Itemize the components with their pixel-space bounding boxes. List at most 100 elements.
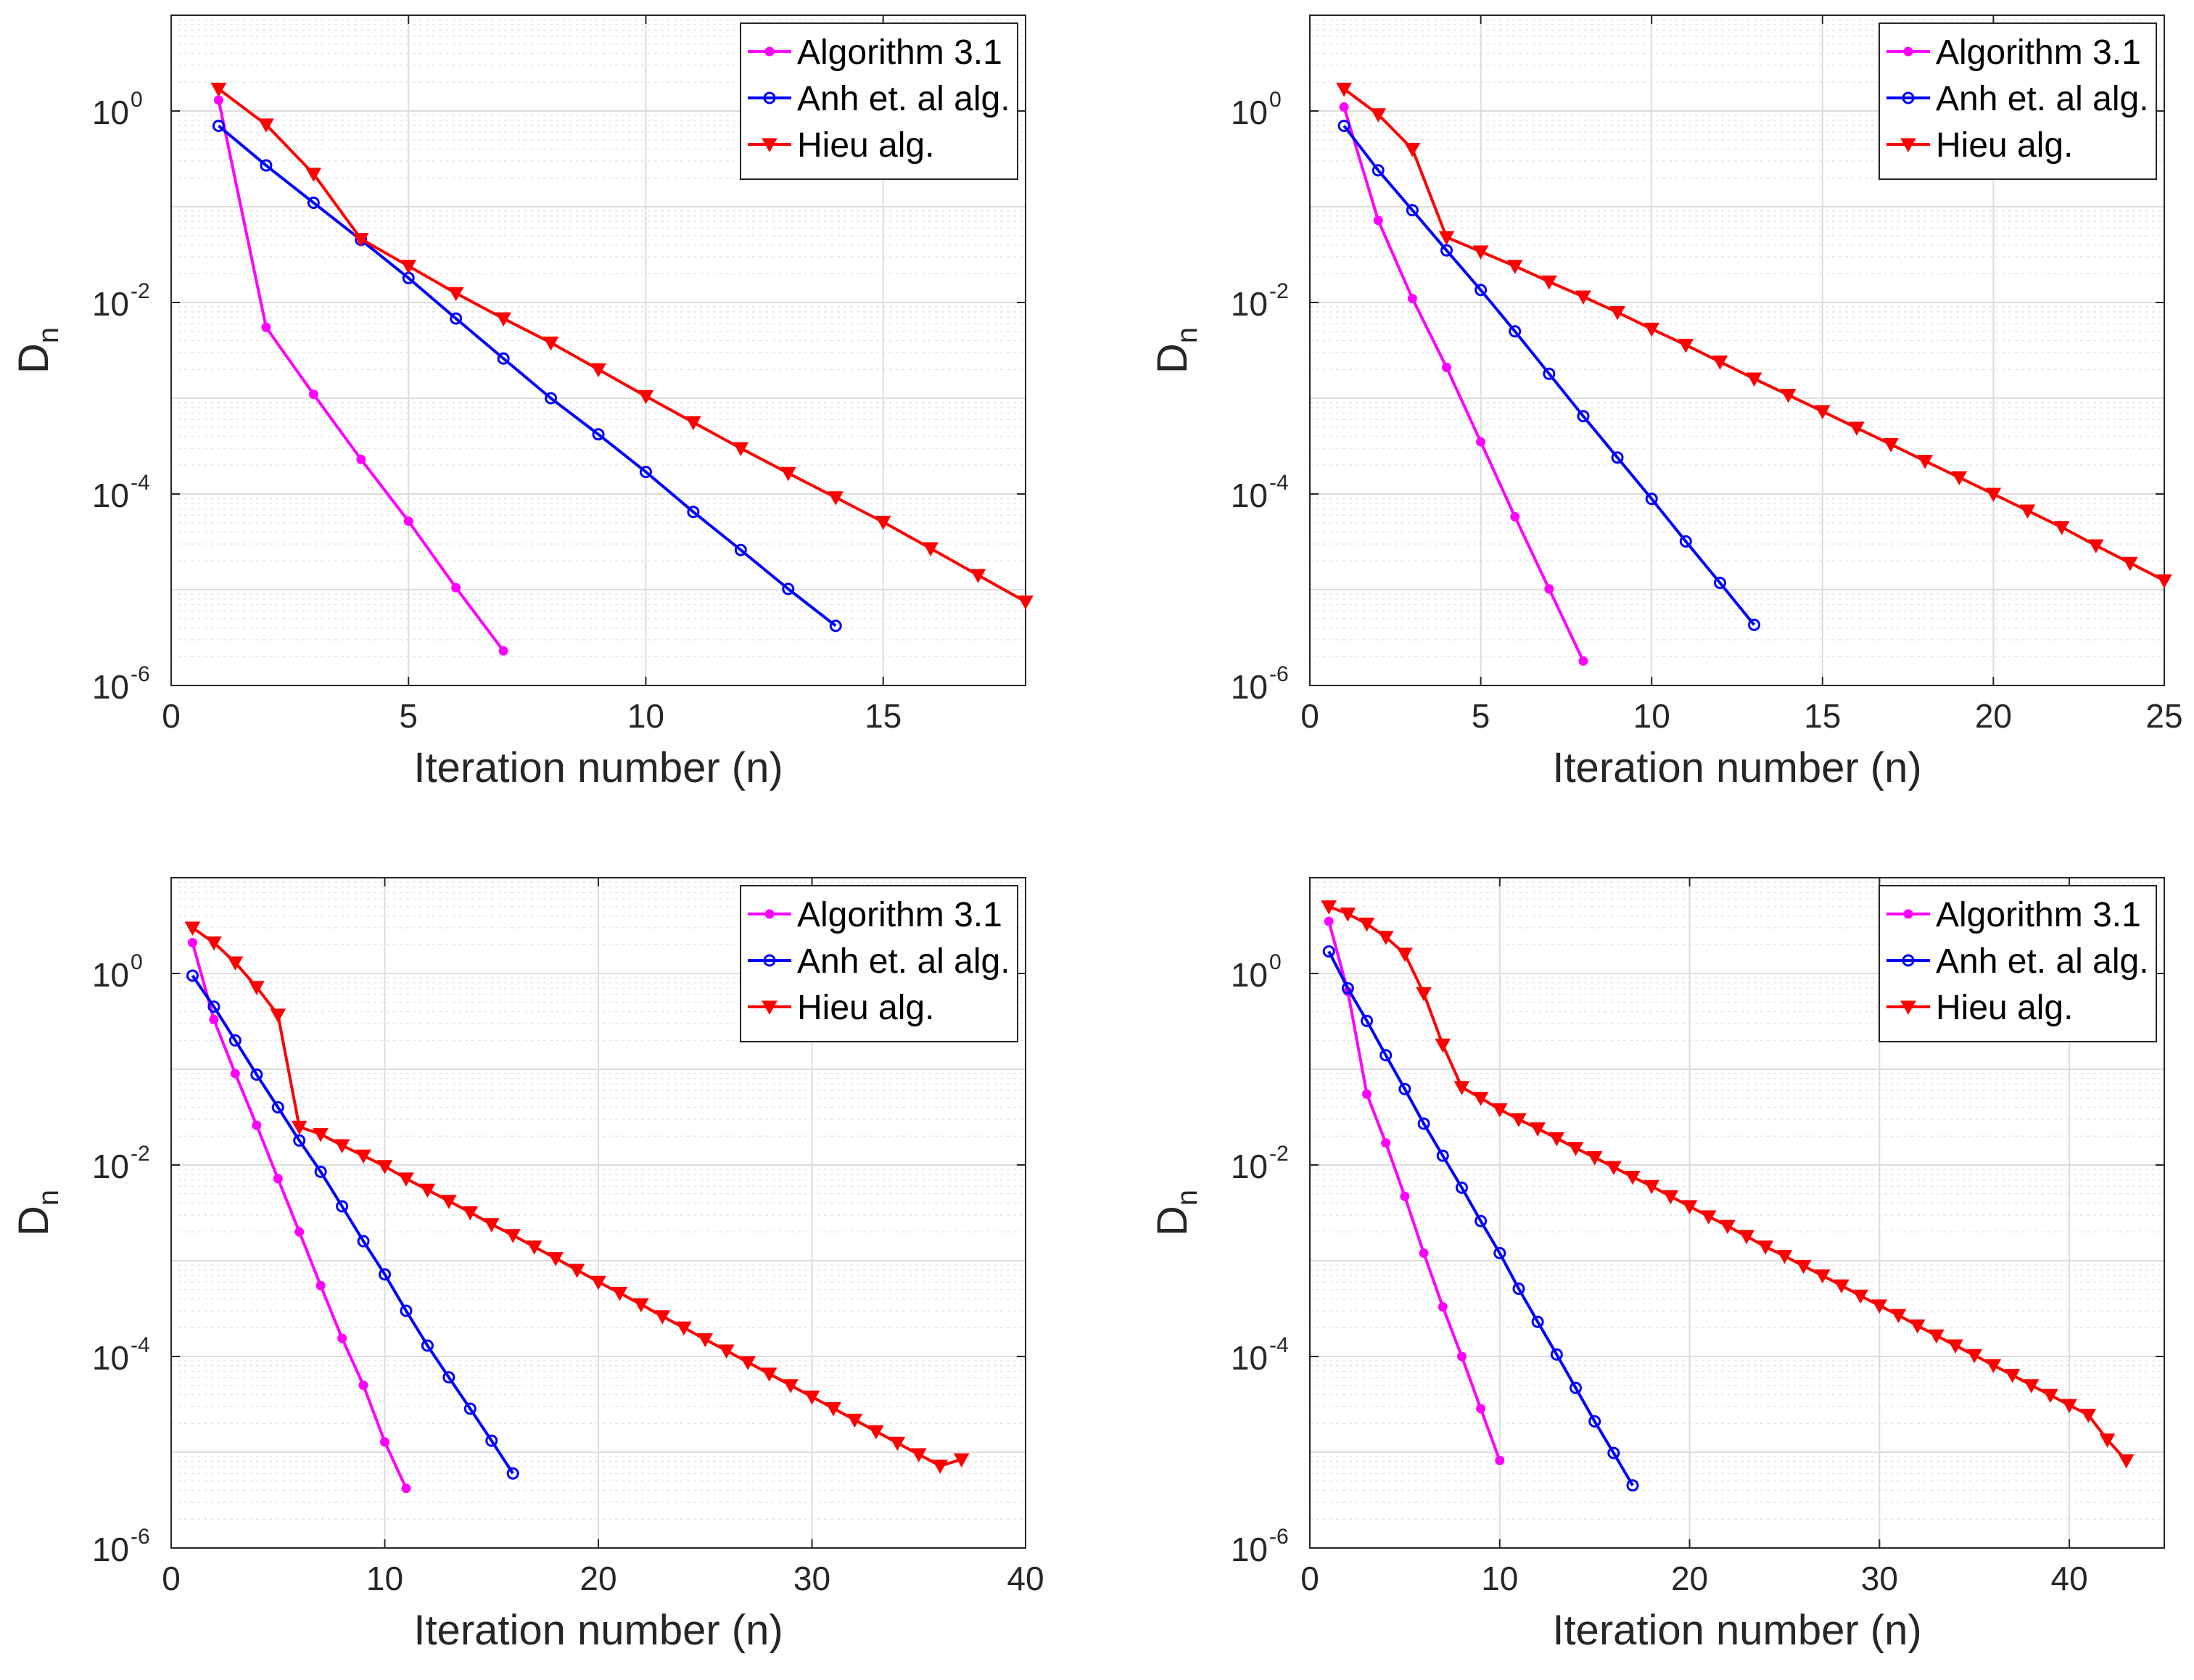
data-point (761, 1367, 778, 1382)
data-point (495, 312, 511, 327)
data-point (846, 1413, 863, 1428)
data-point (1543, 367, 1556, 380)
data-point (1985, 1359, 2002, 1374)
data-point (1605, 1161, 1622, 1175)
legend-box (740, 22, 1018, 180)
data-point (2061, 1399, 2077, 1414)
data-point (1625, 1170, 1641, 1185)
data-point (497, 352, 510, 365)
legend-entry: Algorithm 3.1 (1936, 33, 2141, 72)
data-point (213, 95, 223, 105)
data-point (1550, 1348, 1563, 1361)
axes-box (1309, 15, 2165, 686)
legend-entry: Hieu alg. (797, 126, 934, 165)
data-point (441, 1195, 457, 1209)
data-point (1609, 306, 1625, 321)
data-point (804, 1390, 820, 1405)
data-point (1491, 1103, 1508, 1118)
legend-box (740, 885, 1018, 1042)
x-tick-label: 0 (162, 1560, 181, 1597)
data-point (1018, 595, 1034, 610)
data-point (505, 1229, 521, 1243)
x-axis-label: Iteration number (n) (1552, 1607, 1921, 1654)
data-point (1436, 1149, 1449, 1162)
data-point (782, 582, 795, 596)
data-point (923, 542, 939, 557)
data-point (1453, 1081, 1470, 1095)
data-point (1358, 918, 1375, 932)
data-point (210, 83, 227, 97)
x-tick-label: 20 (580, 1560, 616, 1597)
data-point (1417, 1117, 1430, 1130)
data-point (316, 1280, 326, 1290)
data-point (526, 1240, 543, 1255)
data-point (355, 1149, 371, 1164)
data-point (403, 516, 413, 526)
data-point (638, 390, 654, 405)
data-point (910, 1448, 927, 1462)
axes-box (170, 15, 1026, 686)
data-point (1586, 1151, 1603, 1166)
legend-entry: Algorithm 3.1 (797, 33, 1002, 72)
data-point (1530, 1122, 1546, 1137)
data-point (206, 936, 222, 951)
series-line (218, 124, 837, 627)
legend-marker (762, 1000, 778, 1016)
data-point (2122, 556, 2138, 572)
data-point (1472, 245, 1489, 260)
legend-marker (764, 46, 775, 57)
data-point (1713, 577, 1726, 590)
data-point (2004, 1369, 2021, 1383)
legend-marker (764, 909, 775, 919)
data-point (2099, 1433, 2116, 1448)
data-point (829, 619, 842, 633)
data-point (451, 582, 461, 593)
data-point (1455, 1181, 1468, 1194)
legend-entry: Anh et. al alg. (1936, 80, 2149, 118)
y-tick-label: 10 (1231, 956, 1268, 994)
data-point (2042, 1388, 2058, 1404)
data-point (1476, 1404, 1486, 1414)
data-point (1577, 410, 1590, 423)
data-point (230, 1068, 240, 1079)
data-point (1890, 1309, 1907, 1324)
data-point (2156, 574, 2172, 589)
legend-entry: Anh et. al alg. (1936, 942, 2149, 981)
data-point (1406, 204, 1419, 217)
data-point (260, 159, 273, 172)
x-tick-label: 30 (1861, 1560, 1898, 1597)
y-tick-label: 10 (92, 1148, 129, 1185)
legend-entry: Anh et. al alg. (797, 942, 1010, 981)
x-tick-label: 0 (1300, 1560, 1319, 1597)
y-axis-label: Dn (10, 1190, 65, 1236)
data-point (305, 168, 322, 182)
data-point (506, 1467, 519, 1480)
data-point (398, 1172, 414, 1187)
series-line (1327, 950, 1634, 1486)
data-point (293, 1134, 306, 1147)
data-point (1834, 1279, 1849, 1294)
data-point (261, 322, 271, 332)
x-tick-label: 10 (1481, 1560, 1518, 1597)
y-tick-exponent: -4 (1269, 1333, 1289, 1357)
series-hieu-alg (1336, 83, 2172, 589)
data-point (1679, 535, 1692, 548)
series-anh-et-al-alg (1322, 945, 1639, 1492)
data-point (1397, 947, 1413, 963)
data-point (291, 1120, 308, 1135)
data-point (314, 1165, 327, 1178)
legend-entry: Algorithm 3.1 (797, 896, 1002, 934)
series-anh-et-al-alg (1337, 119, 1761, 631)
data-point (1416, 987, 1432, 1002)
data-point (1372, 164, 1385, 177)
data-point (294, 1227, 305, 1237)
data-point (212, 119, 225, 132)
legend-marker (1903, 909, 1913, 919)
legend-marker (763, 954, 776, 967)
y-tick-label: 10 (92, 1531, 129, 1568)
legend-marker (1900, 138, 1916, 153)
data-point (2080, 1409, 2097, 1423)
data-point (1951, 471, 1968, 486)
y-tick-label: 10 (92, 1339, 129, 1377)
